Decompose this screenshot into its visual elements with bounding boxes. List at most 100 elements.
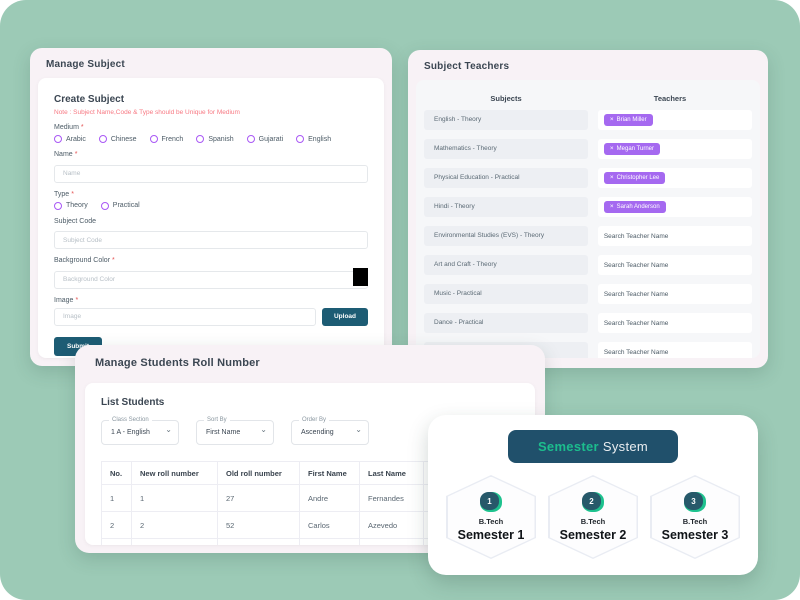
subject-teacher-row: Hindi - Theory × Sarah Anderson — [424, 197, 752, 217]
color-swatch[interactable] — [353, 268, 368, 286]
semester-2-hexagon[interactable]: 2 B.Tech Semester 2 — [548, 475, 638, 559]
semester-label: Semester 1 — [457, 528, 525, 542]
hexagon-face — [651, 476, 739, 558]
image-field: Upload — [54, 307, 368, 326]
col-first-name: First Name — [299, 461, 360, 485]
unique-note: Note : Subject Name,Code & Type should b… — [54, 109, 240, 116]
teacher-input[interactable]: × Sarah Anderson — [597, 197, 752, 217]
required-asterisk: * — [71, 190, 74, 198]
medium-option-gujarati[interactable]: Gujarati — [246, 135, 283, 143]
teacher-chip[interactable]: × Brian Miller — [603, 113, 653, 127]
order-by-label: Order By — [299, 417, 330, 423]
subject-cell: Physical Education - Practical — [424, 168, 588, 188]
sort-by-label: Sort By — [204, 417, 230, 423]
subject-teacher-row: Music - Practical Search Teacher Name — [424, 284, 752, 304]
program-label: B.Tech — [580, 517, 606, 526]
class-section-label: Class Section — [109, 417, 152, 423]
teacher-input[interactable]: × Christopher Lee — [597, 168, 752, 188]
subject-teachers-header-row: Subjects Teachers — [424, 86, 752, 110]
order-by-select[interactable]: Order By Ascending ⌄ — [291, 417, 369, 445]
sort-by-value: First Name — [206, 429, 241, 436]
col-new-roll: New roll number — [131, 461, 218, 485]
medium-option-chinese[interactable]: Chinese — [98, 135, 137, 143]
teacher-search-input[interactable]: Search Teacher Name — [597, 313, 752, 333]
semester-label: Semester 3 — [661, 528, 729, 542]
program-label: B.Tech — [478, 517, 504, 526]
banner-highlight-text: Semester — [537, 439, 599, 454]
semester-number: 2 — [582, 492, 601, 510]
semester-number-badge: 3 — [684, 492, 706, 512]
teacher-input[interactable]: × Megan Turner — [597, 139, 752, 159]
banner-rest-text: System — [602, 439, 649, 454]
cell-new-roll: 3 — [131, 538, 218, 545]
type-options: Theory Practical — [54, 201, 368, 210]
subject-code-label: Subject Code — [54, 217, 97, 225]
type-option-theory[interactable]: Theory — [54, 201, 88, 210]
subject-teacher-row: Physical Education - Practical × Christop… — [424, 168, 752, 188]
medium-option-arabic[interactable]: Arabic — [54, 135, 86, 143]
chevron-down-icon: ⌄ — [355, 425, 362, 434]
list-students-heading: List Students — [101, 397, 165, 408]
sort-by-select[interactable]: Sort By First Name ⌄ — [196, 417, 274, 445]
teachers-column-header: Teachers — [653, 93, 687, 103]
background-color-input[interactable] — [54, 270, 368, 289]
semester-number-badge: 2 — [582, 492, 604, 512]
remove-icon[interactable]: × — [609, 144, 614, 152]
subject-cell: Dance - Practical — [424, 313, 588, 333]
semester-system-banner: Semester System — [508, 430, 678, 463]
cell-first-name: Carlos — [299, 511, 360, 539]
semester-number: 3 — [684, 492, 703, 510]
type-label: Type * — [54, 190, 74, 198]
subject-teachers-panel: Subjects Teachers English - Theory × Bria… — [416, 80, 760, 358]
subject-teacher-row: Environmental Studies (EVS) - Theory Sea… — [424, 226, 752, 246]
cell-no: 3 — [101, 538, 132, 545]
radio-icon — [246, 135, 255, 143]
semester-1-hexagon[interactable]: 1 B.Tech Semester 1 — [446, 475, 536, 559]
remove-icon[interactable]: × — [609, 115, 614, 123]
subject-teacher-row: Mathematics - Theory × Megan Turner — [424, 139, 752, 159]
teacher-search-input[interactable]: Search Teacher Name — [597, 226, 752, 246]
teacher-input[interactable]: × Brian Miller — [597, 110, 752, 130]
semester-3-hexagon[interactable]: 3 B.Tech Semester 3 — [650, 475, 740, 559]
required-asterisk: * — [75, 296, 79, 304]
cell-old-roll: 27 — [217, 484, 300, 512]
radio-icon — [54, 135, 62, 143]
remove-icon[interactable]: × — [609, 202, 614, 210]
cell-last-name: Fernandes — [359, 484, 424, 512]
cell-last-name: Azevedo — [359, 511, 424, 539]
teacher-chip[interactable]: × Megan Turner — [603, 142, 660, 156]
background-color-field — [54, 268, 368, 297]
subject-cell: Art and Craft - Theory — [424, 255, 588, 275]
subject-code-input[interactable] — [54, 231, 368, 249]
remove-icon[interactable]: × — [609, 173, 614, 181]
medium-option-spanish[interactable]: Spanish — [196, 135, 234, 143]
name-label: Name * — [54, 151, 78, 158]
class-section-select[interactable]: Class Section 1 A - English ⌄ — [101, 417, 179, 445]
semester-hexagons: 1 B.Tech Semester 1 2 B.Tech Semester 2 — [428, 475, 758, 559]
medium-option-english[interactable]: English — [296, 135, 331, 143]
teacher-search-input[interactable]: Search Teacher Name — [597, 284, 752, 304]
subjects-column-header: Subjects — [490, 93, 522, 103]
teacher-search-input[interactable]: Search Teacher Name — [597, 255, 752, 275]
subject-cell: Mathematics - Theory — [424, 139, 588, 159]
subject-teachers-card: Subject Teachers Subjects Teachers Engli… — [408, 50, 768, 368]
subject-cell: Hindi - Theory — [424, 197, 588, 217]
teacher-search-input[interactable]: Search Teacher Name — [597, 342, 752, 358]
teacher-chip[interactable]: × Christopher Lee — [603, 171, 666, 185]
manage-subject-card: Manage Subject Create Subject Note : Sub… — [30, 48, 392, 366]
radio-label: Spanish — [208, 135, 234, 143]
radio-icon — [196, 135, 205, 143]
subject-teachers-title: Subject Teachers — [424, 61, 510, 72]
chevron-down-icon: ⌄ — [165, 425, 172, 434]
semester-label: Semester 2 — [559, 528, 627, 542]
medium-option-french[interactable]: French — [149, 135, 183, 143]
hexagon-face — [549, 476, 637, 558]
required-asterisk: * — [112, 257, 115, 264]
image-input[interactable] — [54, 307, 316, 326]
semester-system-card: Semester System 1 B.Tech Semester 1 2 B.… — [428, 415, 758, 575]
upload-button[interactable]: Upload — [321, 307, 368, 326]
type-option-practical[interactable]: Practical — [100, 201, 140, 210]
teacher-chip[interactable]: × Sarah Anderson — [603, 200, 666, 214]
name-input[interactable] — [54, 164, 368, 183]
